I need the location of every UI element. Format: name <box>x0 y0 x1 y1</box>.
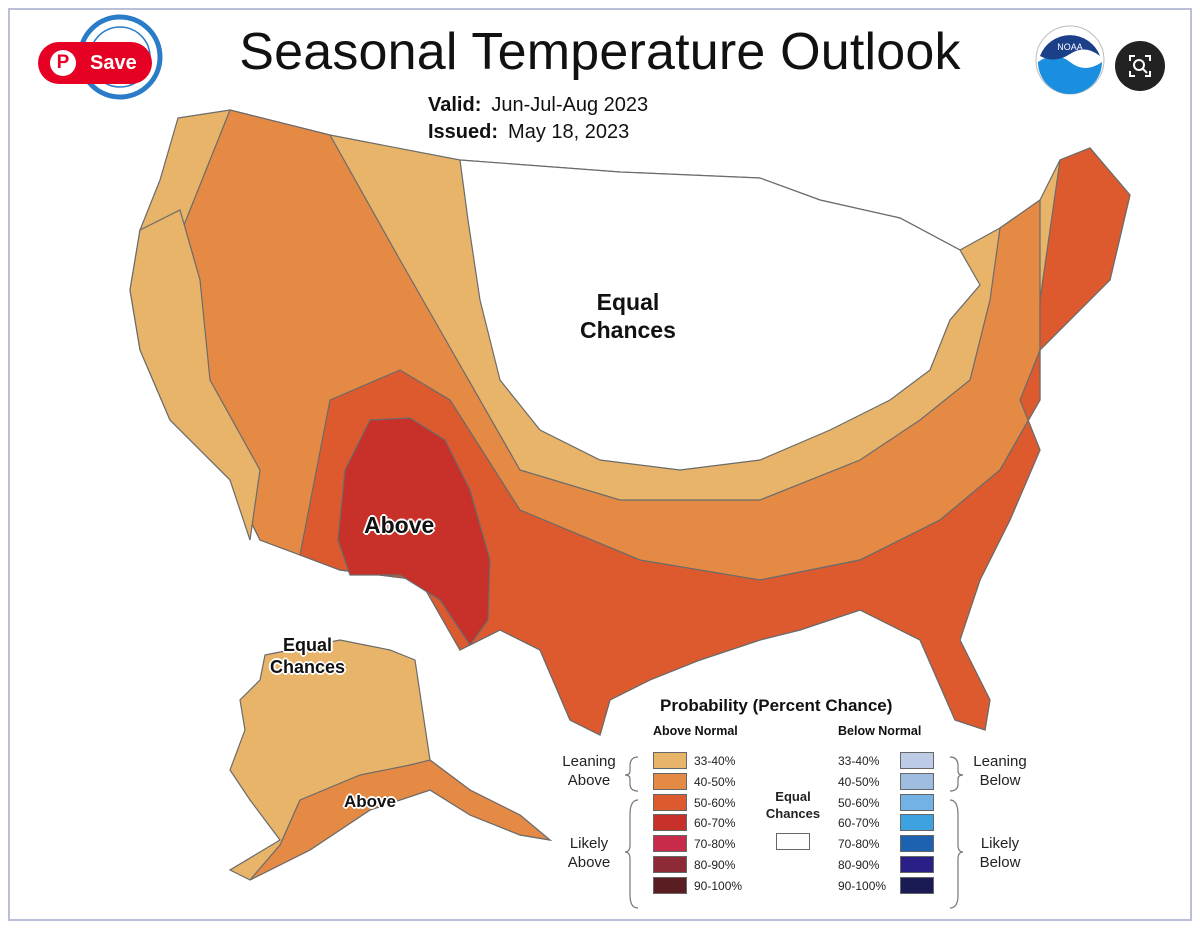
pinterest-icon: P <box>50 50 76 76</box>
save-label: Save <box>90 51 137 74</box>
issued-label: Issued: <box>428 121 499 143</box>
legend-title: Probability (Percent Chance) <box>660 696 893 715</box>
legend-above-swatch-label: 90-100% <box>694 879 743 893</box>
label-above-alaska: Above <box>344 792 396 811</box>
legend-above-swatch <box>653 856 687 873</box>
issued-value: May 18, 2023 <box>508 121 630 143</box>
label-above-conus: Above <box>364 512 435 538</box>
legend-below-swatch <box>900 814 934 831</box>
conus-region-50-60 <box>299 147 1131 736</box>
legend-above-swatch-label: 40-50% <box>694 775 736 789</box>
legend-below-swatch <box>900 752 934 769</box>
visual-search-button[interactable] <box>1115 41 1165 91</box>
legend-above-swatch <box>653 877 687 894</box>
legend-above-swatch <box>653 814 687 831</box>
visual-search-icon <box>1129 55 1151 77</box>
noaa-logo-text: NOAA <box>1057 42 1083 52</box>
legend-below-swatch-label: 33-40% <box>838 754 880 768</box>
conus-westcoast-33-40 <box>129 209 261 541</box>
legend-below-swatch <box>900 773 934 790</box>
legend-below-swatch-label: 50-60% <box>838 796 880 810</box>
legend-above-header: Above Normal <box>653 724 738 738</box>
valid-period: Valid: Jun-Jul-Aug 2023 <box>428 94 648 117</box>
likely-above-line1: Likely <box>569 835 609 852</box>
alaska-region-40-50 <box>249 759 553 881</box>
legend-below-swatch-label: 70-80% <box>838 837 880 851</box>
valid-label: Valid: <box>428 94 482 116</box>
legend-below-swatch-label: 60-70% <box>838 816 880 830</box>
legend-equal-swatch <box>776 833 810 850</box>
legend-below-swatch <box>900 794 934 811</box>
legend-below-swatch <box>900 835 934 852</box>
legend-likely-above: Likely Above <box>553 834 625 872</box>
legend-below-swatch-label: 80-90% <box>838 858 880 872</box>
leaning-below-line2: Below <box>979 772 1021 789</box>
pinterest-save-button[interactable]: P Save <box>38 42 152 84</box>
label-equal-chances-alaska: Equal Chances <box>270 634 345 678</box>
legend-above-swatch-label: 50-60% <box>694 796 736 810</box>
label-chances-line: Chances <box>580 317 676 343</box>
legend-above-swatch <box>653 794 687 811</box>
legend-above-swatch-label: 70-80% <box>694 837 736 851</box>
page-title: Seasonal Temperature Outlook <box>239 23 961 81</box>
legend-equal-line1: Equal <box>775 789 811 804</box>
legend-above-swatch-label: 60-70% <box>694 816 736 830</box>
label-ak-chances-line: Chances <box>270 657 346 677</box>
legend-equal-chances: Equal Chances <box>755 788 831 822</box>
valid-value: Jun-Jul-Aug 2023 <box>491 94 649 116</box>
label-equal-chances-conus: Equal Chances <box>580 288 676 344</box>
legend-above-swatch <box>653 752 687 769</box>
legend-likely-below: Likely Below <box>964 834 1036 872</box>
conus-equal-chances-region <box>459 159 981 471</box>
conus-region-60-70 <box>337 417 491 647</box>
legend-below-swatch-label: 40-50% <box>838 775 880 789</box>
issued-date: Issued: May 18, 2023 <box>428 121 629 144</box>
label-equal-line: Equal <box>596 289 660 315</box>
legend-below-header: Below Normal <box>838 724 922 738</box>
legend-below-swatch-label: 90-100% <box>838 879 887 893</box>
likely-above-line2: Above <box>567 854 611 871</box>
legend-leaning-below: Leaning Below <box>964 752 1036 790</box>
leaning-above-line2: Above <box>567 772 611 789</box>
likely-below-line1: Likely <box>980 835 1020 852</box>
legend-below-swatch <box>900 877 934 894</box>
label-ak-equal-line: Equal <box>283 635 333 655</box>
legend-above-swatch <box>653 773 687 790</box>
legend-above-swatch <box>653 835 687 852</box>
legend-below-swatch <box>900 856 934 873</box>
noaa-logo: NOAA <box>1035 25 1105 95</box>
legend-equal-line2: Chances <box>765 806 821 821</box>
legend-leaning-above: Leaning Above <box>553 752 625 790</box>
leaning-above-line1: Leaning <box>562 753 616 770</box>
likely-below-line2: Below <box>979 854 1021 871</box>
legend-above-swatch-label: 80-90% <box>694 858 736 872</box>
leaning-below-line1: Leaning <box>973 753 1027 770</box>
legend-above-swatch-label: 33-40% <box>694 754 736 768</box>
